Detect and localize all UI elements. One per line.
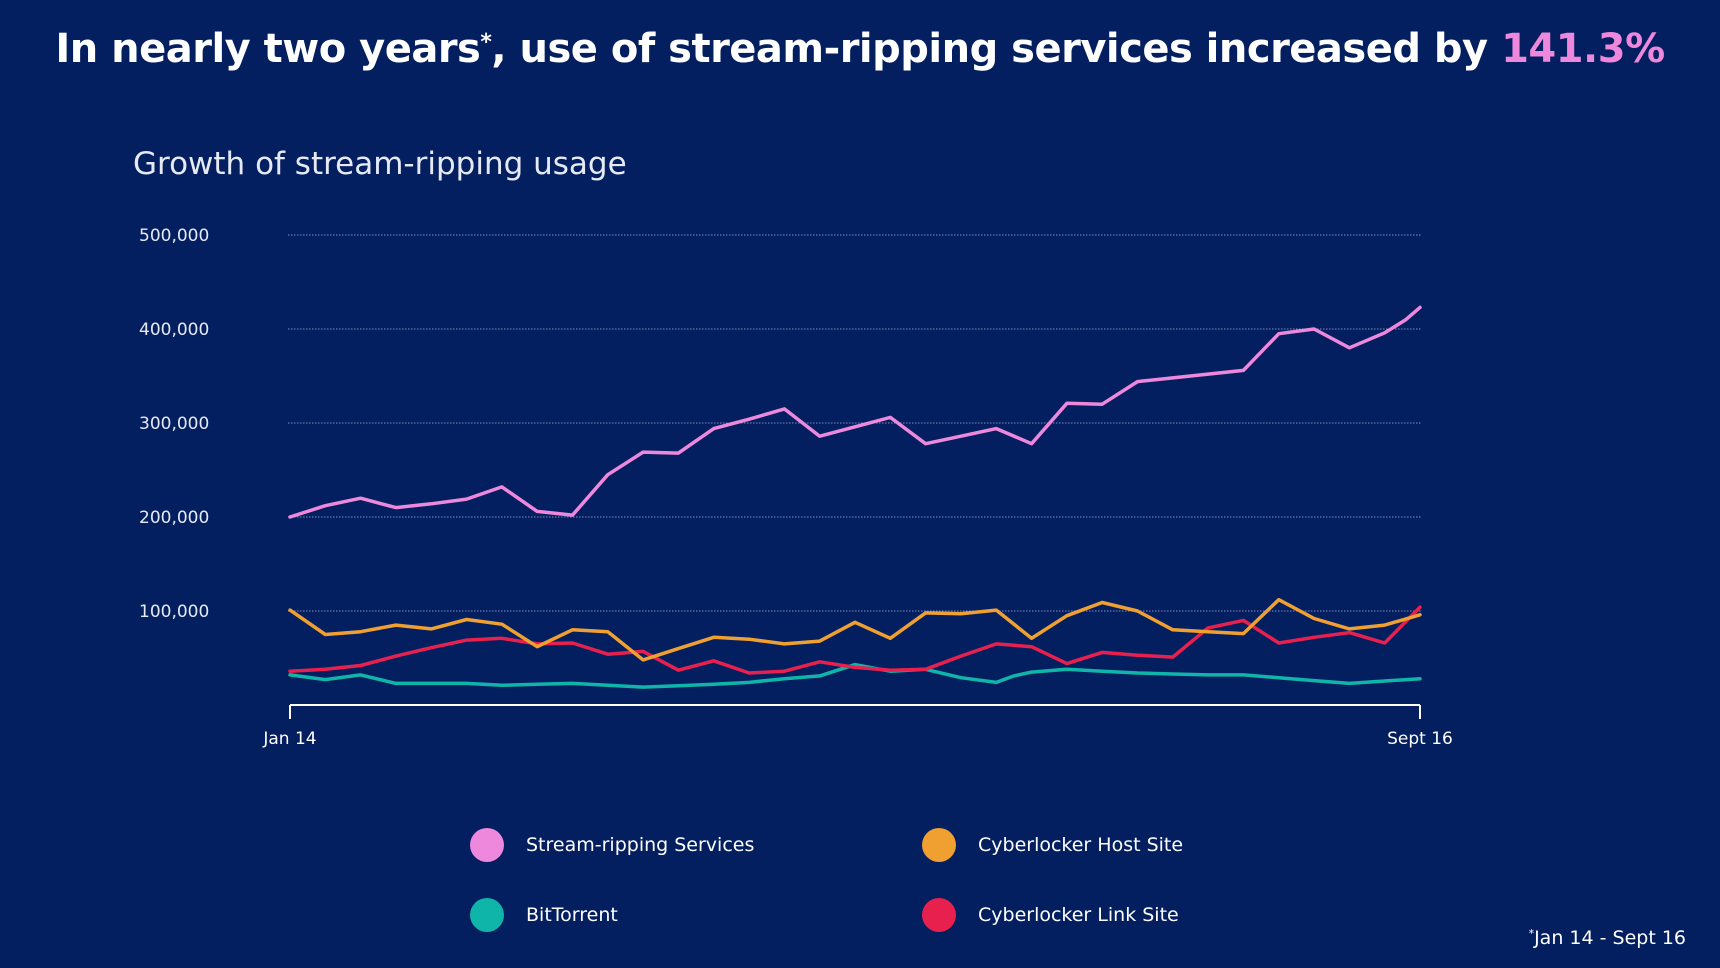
footnote: *Jan 14 - Sept 16 bbox=[1529, 927, 1686, 949]
legend-label-cyberlocker-host: Cyberlocker Host Site bbox=[978, 834, 1184, 856]
x-tick-label-0: Jan 14 bbox=[262, 729, 316, 749]
legend-item-cyberlocker-host: Cyberlocker Host Site bbox=[922, 825, 1183, 865]
legend-label-stream-ripping: Stream-ripping Services bbox=[526, 834, 755, 856]
legend-label-cyberlocker-link: Cyberlocker Link Site bbox=[978, 904, 1179, 926]
y-tick-label-400000: 400,000 bbox=[139, 320, 209, 340]
series-line-cyberlocker-link-site bbox=[288, 605, 1422, 675]
legend-item-cyberlocker-link: Cyberlocker Link Site bbox=[922, 895, 1179, 935]
y-tick-label-500000: 500,000 bbox=[139, 226, 209, 246]
legend-label-bittorrent: BitTorrent bbox=[526, 904, 618, 926]
series-line-stream-ripping-services bbox=[288, 305, 1422, 519]
legend-item-stream-ripping: Stream-ripping Services bbox=[470, 825, 754, 865]
chart-title: Growth of stream-ripping usage bbox=[133, 146, 627, 182]
legend-swatch-stream-ripping bbox=[470, 828, 504, 862]
legend-item-bittorrent: BitTorrent bbox=[470, 895, 618, 935]
y-tick-label-100000: 100,000 bbox=[139, 602, 209, 622]
x-tick-label-1: Sept 16 bbox=[1387, 729, 1453, 749]
y-tick-label-300000: 300,000 bbox=[139, 414, 209, 434]
page-headline: In nearly two years*, use of stream-ripp… bbox=[0, 26, 1720, 72]
headline-text: In nearly two years bbox=[55, 26, 481, 72]
legend-swatch-bittorrent bbox=[470, 898, 504, 932]
series-line-cyberlocker-host-site bbox=[288, 597, 1422, 662]
legend-swatch-cyberlocker-link bbox=[922, 898, 956, 932]
headline-highlight: 141.3% bbox=[1501, 26, 1665, 72]
headline-text-after: , use of stream-ripping services increas… bbox=[491, 26, 1488, 72]
y-tick-label-200000: 200,000 bbox=[139, 508, 209, 528]
footnote-text: Jan 14 - Sept 16 bbox=[1534, 927, 1686, 949]
legend-swatch-cyberlocker-host bbox=[922, 828, 956, 862]
headline-asterisk: * bbox=[480, 30, 492, 55]
footnote-asterisk: * bbox=[1528, 927, 1535, 940]
